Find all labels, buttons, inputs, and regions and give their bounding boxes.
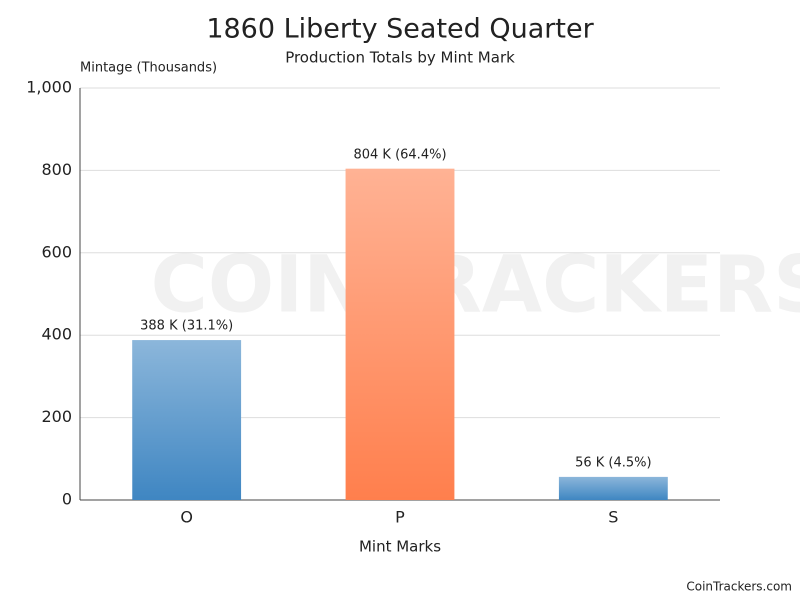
x-tick-label: O	[180, 508, 193, 527]
x-tick-label: P	[395, 508, 405, 527]
y-tick-label: 1,000	[26, 78, 72, 97]
chart-subtitle: Production Totals by Mint Mark	[285, 49, 515, 67]
bar-shine	[132, 340, 242, 500]
y-tick-label: 200	[41, 407, 72, 426]
bar-shine	[558, 476, 668, 500]
watermark: COINTRACKERS	[151, 240, 800, 330]
bar-shine	[345, 168, 455, 500]
x-axis-label: Mint Marks	[359, 538, 441, 556]
value-label: 388 K (31.1%)	[140, 319, 233, 334]
y-tick-label: 400	[41, 325, 72, 344]
value-label: 804 K (64.4%)	[353, 147, 446, 162]
y-tick-label: 800	[41, 160, 72, 179]
y-tick-label: 600	[41, 242, 72, 261]
credit: CoinTrackers.com	[686, 580, 792, 594]
y-axis-label: Mintage (Thousands)	[80, 61, 217, 76]
chart-title: 1860 Liberty Seated Quarter	[206, 14, 594, 45]
y-tick-label: 0	[62, 490, 72, 509]
x-tick-label: S	[608, 508, 618, 527]
value-label: 56 K (4.5%)	[575, 455, 652, 470]
